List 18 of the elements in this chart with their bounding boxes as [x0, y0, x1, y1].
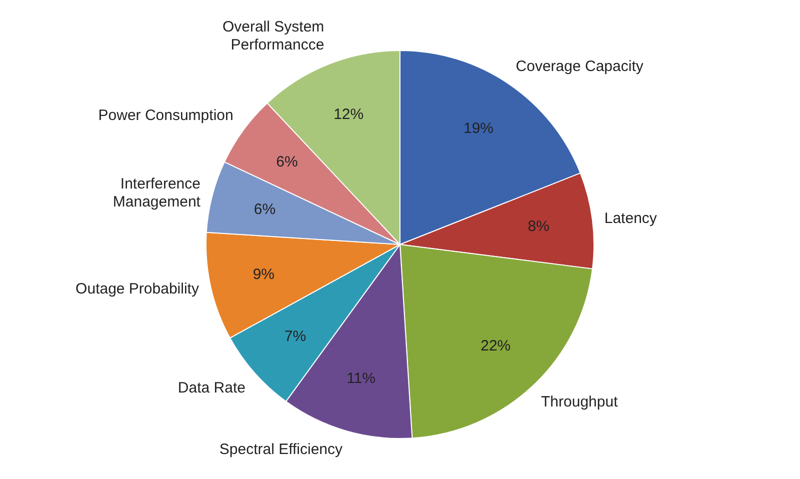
slice-label: Latency — [604, 210, 658, 227]
data-label: 12% — [334, 106, 364, 123]
data-label: 7% — [284, 328, 306, 346]
data-label: 11% — [346, 370, 376, 387]
data-label: 6% — [276, 154, 298, 171]
slice-label: Throughput — [541, 393, 619, 410]
slice-label: Coverage Capacity — [516, 58, 644, 75]
slice-label: Interference Management — [112, 175, 202, 210]
data-label: 9% — [252, 266, 275, 284]
slice-label: Power Consumption — [98, 107, 234, 124]
slice-label: Data Rate — [178, 379, 246, 396]
slice-label: Spectral Efficiency — [219, 440, 344, 458]
slice-label: Overall System Performancce — [222, 18, 324, 54]
data-label: 22% — [480, 337, 511, 354]
data-label: 8% — [528, 218, 550, 236]
data-label: 6% — [254, 200, 276, 218]
data-label: 19% — [463, 120, 494, 138]
slice-label: Outage Probability — [76, 280, 200, 298]
